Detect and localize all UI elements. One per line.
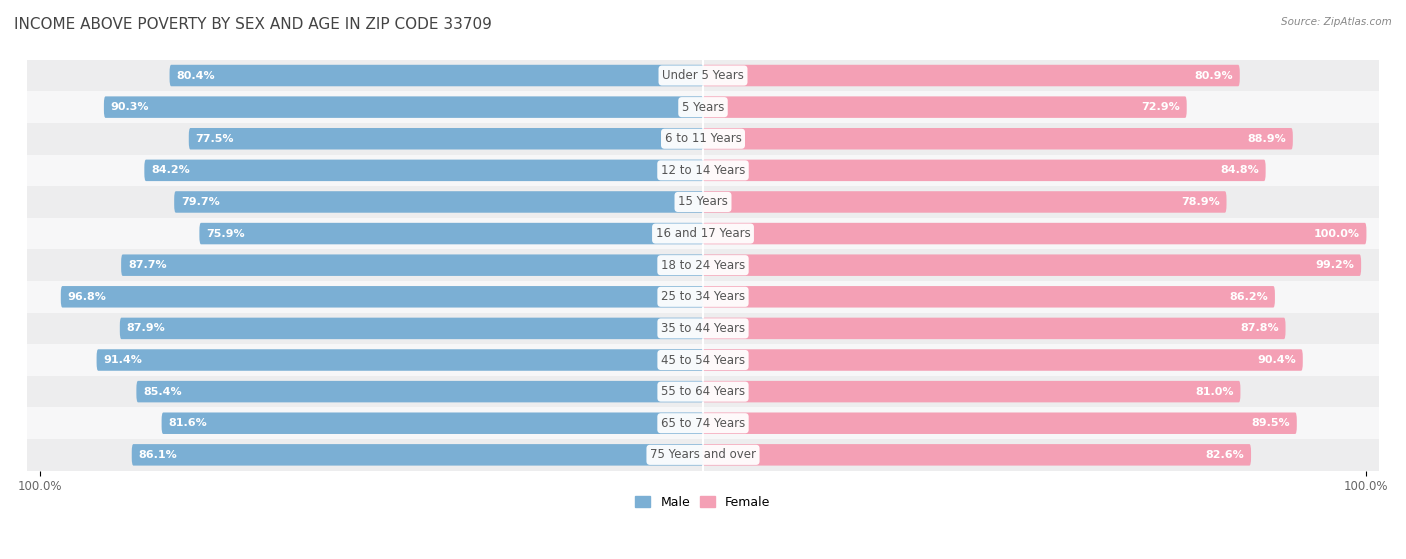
Text: 80.4%: 80.4% — [176, 70, 215, 80]
FancyBboxPatch shape — [27, 439, 1379, 471]
FancyBboxPatch shape — [703, 318, 1285, 339]
FancyBboxPatch shape — [174, 191, 703, 213]
FancyBboxPatch shape — [27, 249, 1379, 281]
FancyBboxPatch shape — [162, 413, 703, 434]
Text: 100.0%: 100.0% — [1313, 229, 1360, 239]
FancyBboxPatch shape — [200, 223, 703, 244]
FancyBboxPatch shape — [703, 254, 1361, 276]
Text: Source: ZipAtlas.com: Source: ZipAtlas.com — [1281, 17, 1392, 27]
Text: 72.9%: 72.9% — [1142, 102, 1180, 112]
Text: 90.4%: 90.4% — [1257, 355, 1296, 365]
FancyBboxPatch shape — [60, 286, 703, 307]
FancyBboxPatch shape — [703, 223, 1367, 244]
Text: 89.5%: 89.5% — [1251, 418, 1289, 428]
FancyBboxPatch shape — [136, 381, 703, 402]
FancyBboxPatch shape — [703, 413, 1296, 434]
Text: 84.8%: 84.8% — [1220, 165, 1258, 176]
Text: 18 to 24 Years: 18 to 24 Years — [661, 259, 745, 272]
FancyBboxPatch shape — [97, 349, 703, 371]
Text: Under 5 Years: Under 5 Years — [662, 69, 744, 82]
Text: 45 to 54 Years: 45 to 54 Years — [661, 353, 745, 367]
Legend: Male, Female: Male, Female — [630, 491, 776, 514]
FancyBboxPatch shape — [132, 444, 703, 466]
Text: 81.6%: 81.6% — [169, 418, 207, 428]
Text: 87.9%: 87.9% — [127, 324, 166, 333]
Text: 81.0%: 81.0% — [1195, 387, 1233, 397]
Text: 91.4%: 91.4% — [104, 355, 142, 365]
FancyBboxPatch shape — [703, 349, 1303, 371]
FancyBboxPatch shape — [703, 96, 1187, 118]
FancyBboxPatch shape — [170, 65, 703, 86]
FancyBboxPatch shape — [703, 286, 1275, 307]
FancyBboxPatch shape — [121, 254, 703, 276]
FancyBboxPatch shape — [703, 65, 1240, 86]
Text: 75.9%: 75.9% — [207, 229, 245, 239]
FancyBboxPatch shape — [27, 408, 1379, 439]
Text: 6 to 11 Years: 6 to 11 Years — [665, 132, 741, 145]
FancyBboxPatch shape — [27, 218, 1379, 249]
Text: 55 to 64 Years: 55 to 64 Years — [661, 385, 745, 398]
FancyBboxPatch shape — [27, 344, 1379, 376]
FancyBboxPatch shape — [703, 191, 1226, 213]
Text: 75 Years and over: 75 Years and over — [650, 448, 756, 461]
Text: 79.7%: 79.7% — [181, 197, 219, 207]
FancyBboxPatch shape — [703, 160, 1265, 181]
FancyBboxPatch shape — [27, 312, 1379, 344]
Text: 80.9%: 80.9% — [1194, 70, 1233, 80]
Text: 86.1%: 86.1% — [139, 450, 177, 460]
FancyBboxPatch shape — [703, 128, 1294, 149]
FancyBboxPatch shape — [120, 318, 703, 339]
FancyBboxPatch shape — [27, 186, 1379, 218]
Text: 16 and 17 Years: 16 and 17 Years — [655, 227, 751, 240]
Text: 82.6%: 82.6% — [1205, 450, 1244, 460]
Text: 90.3%: 90.3% — [111, 102, 149, 112]
FancyBboxPatch shape — [27, 154, 1379, 186]
FancyBboxPatch shape — [27, 60, 1379, 91]
FancyBboxPatch shape — [703, 381, 1240, 402]
Text: INCOME ABOVE POVERTY BY SEX AND AGE IN ZIP CODE 33709: INCOME ABOVE POVERTY BY SEX AND AGE IN Z… — [14, 17, 492, 32]
Text: 85.4%: 85.4% — [143, 387, 181, 397]
FancyBboxPatch shape — [703, 444, 1251, 466]
Text: 25 to 34 Years: 25 to 34 Years — [661, 290, 745, 304]
Text: 15 Years: 15 Years — [678, 196, 728, 209]
Text: 96.8%: 96.8% — [67, 292, 107, 302]
FancyBboxPatch shape — [188, 128, 703, 149]
FancyBboxPatch shape — [27, 91, 1379, 123]
Text: 87.7%: 87.7% — [128, 260, 167, 270]
FancyBboxPatch shape — [145, 160, 703, 181]
Text: 65 to 74 Years: 65 to 74 Years — [661, 416, 745, 430]
Text: 78.9%: 78.9% — [1181, 197, 1219, 207]
Text: 88.9%: 88.9% — [1247, 134, 1286, 144]
Text: 99.2%: 99.2% — [1316, 260, 1354, 270]
Text: 35 to 44 Years: 35 to 44 Years — [661, 322, 745, 335]
Text: 86.2%: 86.2% — [1229, 292, 1268, 302]
FancyBboxPatch shape — [27, 123, 1379, 154]
Text: 5 Years: 5 Years — [682, 101, 724, 113]
Text: 84.2%: 84.2% — [152, 165, 190, 176]
Text: 87.8%: 87.8% — [1240, 324, 1278, 333]
Text: 12 to 14 Years: 12 to 14 Years — [661, 164, 745, 177]
Text: 77.5%: 77.5% — [195, 134, 235, 144]
FancyBboxPatch shape — [104, 96, 703, 118]
FancyBboxPatch shape — [27, 281, 1379, 312]
FancyBboxPatch shape — [27, 376, 1379, 408]
